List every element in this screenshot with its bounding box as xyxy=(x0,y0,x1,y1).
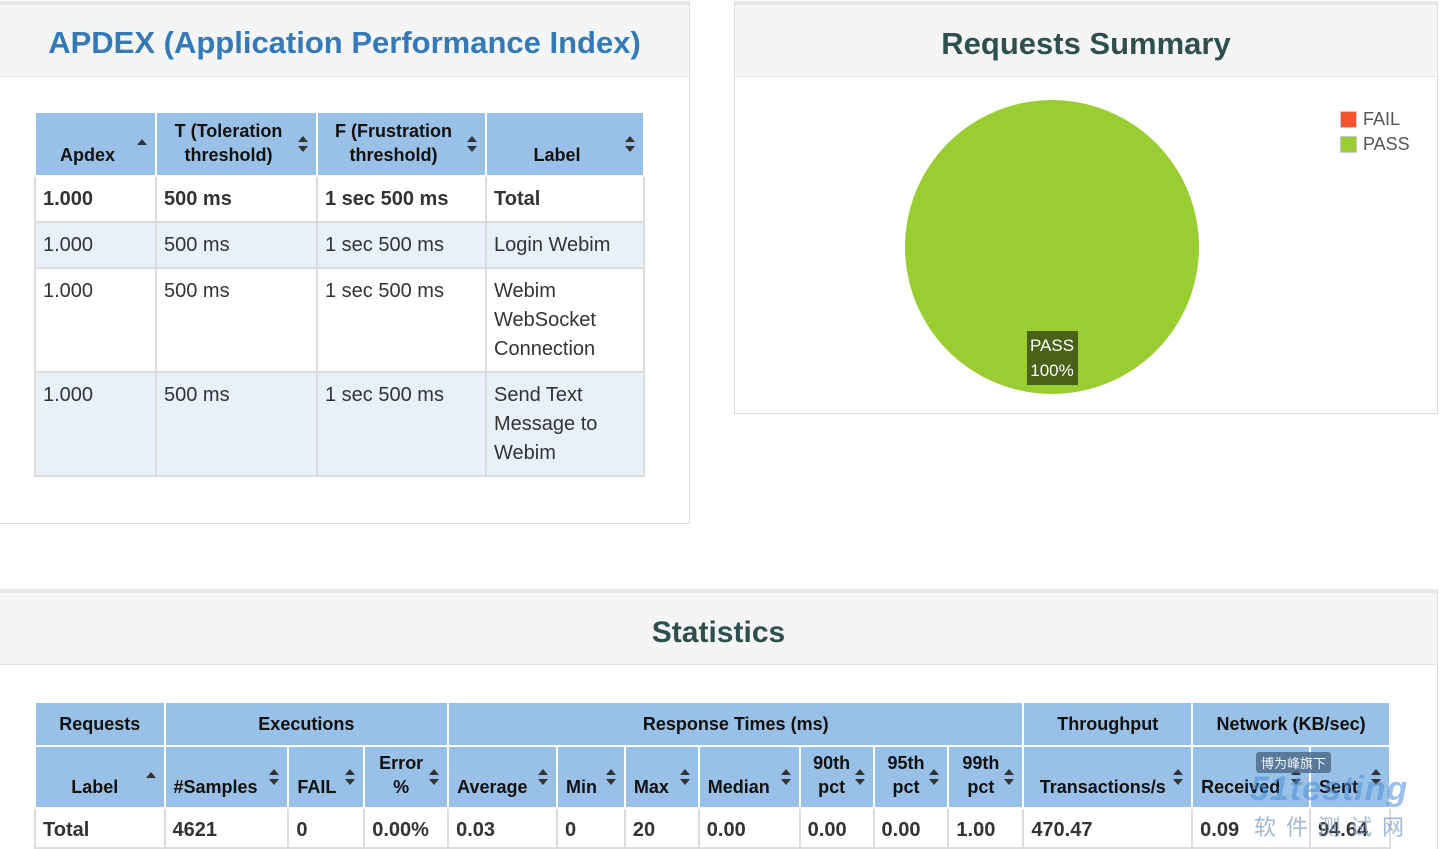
frustration-cell: 1 sec 500 ms xyxy=(316,371,487,477)
sort-icon xyxy=(429,769,440,785)
sort-icon xyxy=(854,769,865,785)
frustration-cell: 1 sec 500 ms xyxy=(316,175,487,223)
pie-label-name: PASS xyxy=(1030,336,1074,355)
sort-icon xyxy=(605,769,616,785)
col-label[interactable]: Label xyxy=(34,745,166,809)
pie-slice-pass[interactable] xyxy=(905,100,1199,394)
group-executions: Executions xyxy=(163,701,450,747)
sort-icon xyxy=(538,769,548,785)
col-fail[interactable]: FAIL xyxy=(287,745,366,809)
frustration-cell: 1 sec 500 ms xyxy=(316,267,487,373)
sort-icon xyxy=(298,136,308,152)
stat-cell: 4621 xyxy=(163,807,290,849)
table-row: 1.000 500 ms 1 sec 500 ms Webim WebSocke… xyxy=(34,267,645,373)
group-throughput: Throughput xyxy=(1022,701,1194,747)
toleration-cell: 500 ms xyxy=(155,175,318,223)
pie-label-box xyxy=(1027,331,1078,385)
sort-icon xyxy=(929,769,940,785)
apdex-title[interactable]: APDEX (Application Performance Index) xyxy=(0,5,689,77)
stat-cell: 0.00 xyxy=(798,807,875,849)
col-average[interactable]: Average xyxy=(447,745,558,809)
stat-cell: 0.03 xyxy=(447,807,558,849)
col-90th-pct[interactable]: 90th pct xyxy=(798,745,875,809)
toleration-cell: 500 ms xyxy=(155,267,318,373)
table-row: 1.000 500 ms 1 sec 500 ms Send Text Mess… xyxy=(34,371,645,477)
toleration-cell: 500 ms xyxy=(155,221,318,269)
col-99th-pct[interactable]: 99th pct xyxy=(947,745,1025,809)
pie-label-pct: 100% xyxy=(1030,361,1073,380)
apdex-cell: 1.000 xyxy=(34,221,157,269)
stat-cell: 0.09 xyxy=(1191,807,1312,849)
stat-cell: Total xyxy=(34,807,166,849)
table-row: 1.000 500 ms 1 sec 500 ms Login Webim xyxy=(34,221,645,269)
sort-icon xyxy=(625,136,635,152)
pass-swatch xyxy=(1340,136,1357,153)
legend-label: FAIL xyxy=(1363,109,1401,129)
apdex-cell: 1.000 xyxy=(34,371,157,477)
col-received[interactable]: Received xyxy=(1191,745,1312,809)
apdex-panel: APDEX (Application Performance Index) Ap… xyxy=(0,1,690,524)
legend-item-fail[interactable]: FAIL xyxy=(1340,107,1410,132)
statistics-title[interactable]: Statistics xyxy=(0,593,1437,665)
sort-ascending-icon xyxy=(145,769,156,785)
col-sent[interactable]: Sent xyxy=(1309,745,1391,809)
stat-cell: 20 xyxy=(623,807,700,849)
stat-cell: 0.00 xyxy=(872,807,950,849)
col-transactions[interactable]: Transactions/s xyxy=(1022,745,1194,809)
col-error-pct[interactable]: Error % xyxy=(363,745,450,809)
stat-cell: 0.00% xyxy=(363,807,450,849)
sort-icon xyxy=(679,769,690,785)
sort-icon xyxy=(1371,769,1381,785)
toleration-cell: 500 ms xyxy=(155,371,318,477)
stat-cell: 1.00 xyxy=(947,807,1025,849)
stat-cell: 0.00 xyxy=(697,807,801,849)
sort-icon xyxy=(1291,769,1302,785)
group-network: Network (KB/sec) xyxy=(1191,701,1391,747)
pie-chart: PASS 100% xyxy=(905,100,1199,394)
sort-icon xyxy=(269,769,280,785)
sort-icon xyxy=(1004,769,1015,785)
sort-icon xyxy=(467,136,477,152)
frustration-cell: 1 sec 500 ms xyxy=(316,221,487,269)
requests-summary-panel: Requests Summary PASS 100% FAIL PASS xyxy=(734,1,1438,414)
label-cell: Total xyxy=(485,175,645,223)
statistics-panel: Statistics Requests Executions Response … xyxy=(0,589,1438,849)
group-requests: Requests xyxy=(34,701,166,747)
col-samples[interactable]: #Samples xyxy=(163,745,290,809)
col-min[interactable]: Min xyxy=(556,745,626,809)
apdex-cell: 1.000 xyxy=(34,267,157,373)
col-median[interactable]: Median xyxy=(697,745,801,809)
fail-swatch xyxy=(1340,111,1357,128)
label-cell: Login Webim xyxy=(485,221,645,269)
label-cell: Webim WebSocket Connection xyxy=(485,267,645,373)
pie-slices xyxy=(905,100,1199,394)
col-max[interactable]: Max xyxy=(623,745,700,809)
requests-summary-title[interactable]: Requests Summary xyxy=(735,5,1437,77)
sort-icon xyxy=(345,769,356,785)
stat-cell: 94.64 xyxy=(1309,807,1391,849)
legend-label: PASS xyxy=(1363,134,1410,154)
sort-icon xyxy=(780,769,791,785)
apdex-table: Apdex T (Toleration threshold) F (Frustr… xyxy=(34,111,645,477)
table-row: 1.000 500 ms 1 sec 500 ms Total xyxy=(34,175,645,223)
sort-ascending-icon xyxy=(137,136,147,152)
apdex-col-apdex[interactable]: Apdex xyxy=(34,111,157,177)
apdex-col-toleration[interactable]: T (Toleration threshold) xyxy=(155,111,318,177)
apdex-cell: 1.000 xyxy=(34,175,157,223)
stat-cell: 470.47 xyxy=(1022,807,1194,849)
group-response-times: Response Times (ms) xyxy=(447,701,1025,747)
statistics-table: Requests Executions Response Times (ms) … xyxy=(34,701,1391,849)
col-95th-pct[interactable]: 95th pct xyxy=(872,745,950,809)
sort-icon xyxy=(1173,769,1184,785)
label-cell: Send Text Message to Webim xyxy=(485,371,645,477)
table-row: Total 4621 0 0.00% 0.03 0 20 0.00 0.00 0… xyxy=(34,807,1391,849)
apdex-col-frustration[interactable]: F (Frustration threshold) xyxy=(316,111,487,177)
pie-legend: FAIL PASS xyxy=(1340,107,1410,157)
stat-cell: 0 xyxy=(556,807,626,849)
apdex-col-label[interactable]: Label xyxy=(485,111,645,177)
legend-item-pass[interactable]: PASS xyxy=(1340,132,1410,157)
stat-cell: 0 xyxy=(287,807,366,849)
